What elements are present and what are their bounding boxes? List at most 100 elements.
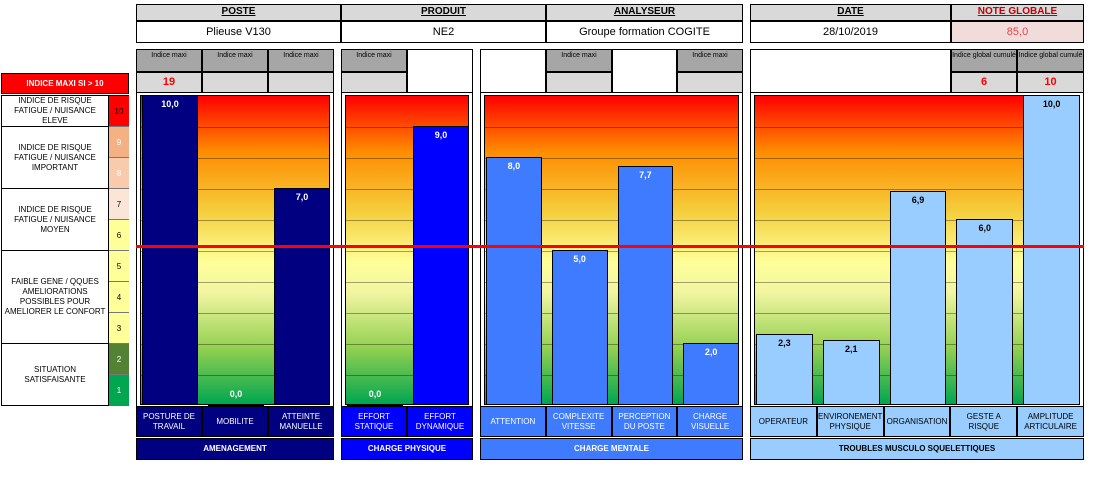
- chart-bar: [956, 219, 1014, 405]
- gridline: [485, 375, 738, 376]
- gridline: [755, 127, 1079, 128]
- risk-level-label: INDICE DE RISQUE FATIGUE / NUISANCE IMPO…: [2, 127, 108, 189]
- gridline: [485, 282, 738, 283]
- threshold-line: [136, 245, 1084, 248]
- poste-value: Plieuse V130: [136, 21, 341, 43]
- category-label: OPERATEUR: [750, 406, 817, 437]
- bar-value-label: 6,0: [978, 223, 992, 233]
- scale-number: 4: [109, 282, 129, 313]
- gridline: [141, 158, 329, 159]
- gridline: [141, 282, 329, 283]
- gridline: [141, 127, 329, 128]
- bar-value-label: 8,0: [507, 161, 521, 171]
- bar-value-label: 6,9: [911, 195, 925, 206]
- scale-number: 6: [109, 220, 129, 251]
- analyseur-header: ANALYSEUR: [546, 4, 743, 21]
- chart-bar: [822, 339, 880, 405]
- scale-number: 8: [109, 158, 129, 189]
- indice-maxi-box: Indice maxi: [268, 49, 334, 72]
- risk-scale: 10 9 8 7 6 5 4 3 2 1: [108, 96, 129, 406]
- amenagement-indice-empty: [268, 72, 334, 93]
- group-label: AMENAGEMENT: [136, 438, 334, 460]
- gridline: [485, 313, 738, 314]
- amenagement-indice-value: 19: [136, 72, 202, 93]
- gridline: [346, 375, 468, 376]
- chart-bar: [551, 250, 608, 405]
- risk-level-label: FAIBLE GENE / QQUES AMELIORATIONS POSSIB…: [2, 251, 108, 344]
- charge-mentale-empty-box: [612, 49, 677, 93]
- gridline: [485, 220, 738, 221]
- poste-header: POSTE: [136, 4, 341, 21]
- gridline: [485, 127, 738, 128]
- chart-bar: [142, 95, 198, 405]
- scale-number: 9: [109, 127, 129, 158]
- indice-global-cumule-box: Indice global cumulé: [1017, 49, 1084, 72]
- category-label: EFFORT STATIQUE: [341, 406, 407, 437]
- indice-maxi-box: Indice maxi: [136, 49, 202, 72]
- scale-number: 3: [109, 313, 129, 344]
- gridline: [346, 282, 468, 283]
- category-label: CHARGE VISUELLE: [677, 406, 743, 437]
- category-label: ORGANISATION: [883, 406, 951, 437]
- gridline: [485, 158, 738, 159]
- chart-bar: [889, 191, 947, 405]
- category-label: AMPLITUDE ARTICULAIRE: [1017, 406, 1084, 437]
- gridline: [346, 251, 468, 252]
- gridline: [346, 158, 468, 159]
- chart-bar: [1023, 95, 1080, 405]
- gridline: [141, 189, 329, 190]
- risk-level-label: SITUATION SATISFAISANTE: [24, 364, 86, 384]
- risk-level-label: INDICE DE RISQUE FATIGUE / NUISANCE ELEV…: [2, 96, 108, 127]
- category-label: MOBILITE: [202, 406, 268, 437]
- bar-value-label: 9,0: [434, 130, 448, 140]
- analyseur-value: Groupe formation COGITE: [546, 21, 743, 43]
- gridline: [141, 220, 329, 221]
- indice-maxi-label: INDICE MAXI SI > 10: [1, 73, 129, 94]
- category-label: GESTE A RISQUE: [950, 406, 1018, 437]
- bar-value-label: 7,0: [295, 192, 309, 202]
- indice-global-value: 10: [1017, 72, 1084, 93]
- bar-value-label: 0,0: [229, 389, 243, 399]
- category-label: COMPLEXITE VITESSE: [545, 406, 612, 437]
- gridline: [755, 189, 1079, 190]
- gridline: [141, 375, 329, 376]
- tms-empty-box: [750, 49, 951, 93]
- category-label: ENVIRONEMENT PHYSIQUE: [816, 406, 884, 437]
- indice-maxi-box: Indice maxi: [341, 49, 407, 72]
- bar-value-label: 5,0: [573, 254, 586, 264]
- gridline: [141, 251, 329, 252]
- bar-value-label: 2,3: [778, 337, 791, 348]
- category-label: PERCEPTION DU POSTE: [611, 406, 678, 437]
- note-globale-header: NOTE GLOBALE: [951, 4, 1084, 21]
- category-label: ATTEINTE MANUELLE: [268, 406, 334, 437]
- bar-value-label: 2,1: [844, 343, 858, 354]
- gridline: [346, 220, 468, 221]
- group-label: CHARGE MENTALE: [480, 438, 743, 460]
- group-label: CHARGE PHYSIQUE: [341, 438, 473, 460]
- chart-bar: [274, 188, 330, 405]
- chart-bar: [413, 126, 469, 405]
- date-header: DATE: [750, 4, 951, 21]
- produit-value: NE2: [341, 21, 546, 43]
- produit-header: PRODUIT: [341, 4, 546, 21]
- bar-value-label: 10,0: [161, 99, 179, 109]
- gridline: [346, 313, 468, 314]
- chart-bar: [683, 343, 739, 405]
- category-label: POSTURE DE TRAVAIL: [136, 406, 202, 437]
- bar-value-label: 0,0: [368, 389, 382, 399]
- indice-maxi-box: Indice maxi: [202, 49, 268, 72]
- charge-mentale-indice-empty: [677, 72, 743, 93]
- scale-number: 7: [109, 189, 129, 220]
- amenagement-indice-empty: [202, 72, 268, 93]
- charge-physique-empty-box: [407, 49, 473, 93]
- note-globale-value: 85,0: [951, 21, 1084, 43]
- charge-mentale-empty-box: [480, 49, 546, 93]
- gridline: [346, 344, 468, 345]
- bar-value-label: 2,0: [704, 347, 718, 357]
- scale-number: 2: [109, 344, 129, 375]
- risk-level-label: INDICE DE RISQUE FATIGUE / NUISANCE MOYE…: [2, 189, 108, 251]
- gridline: [141, 313, 329, 314]
- indice-global-cumule-box: Indice global cumulé: [951, 49, 1017, 72]
- scale-number: 5: [109, 251, 129, 282]
- date-value: 28/10/2019: [750, 21, 951, 43]
